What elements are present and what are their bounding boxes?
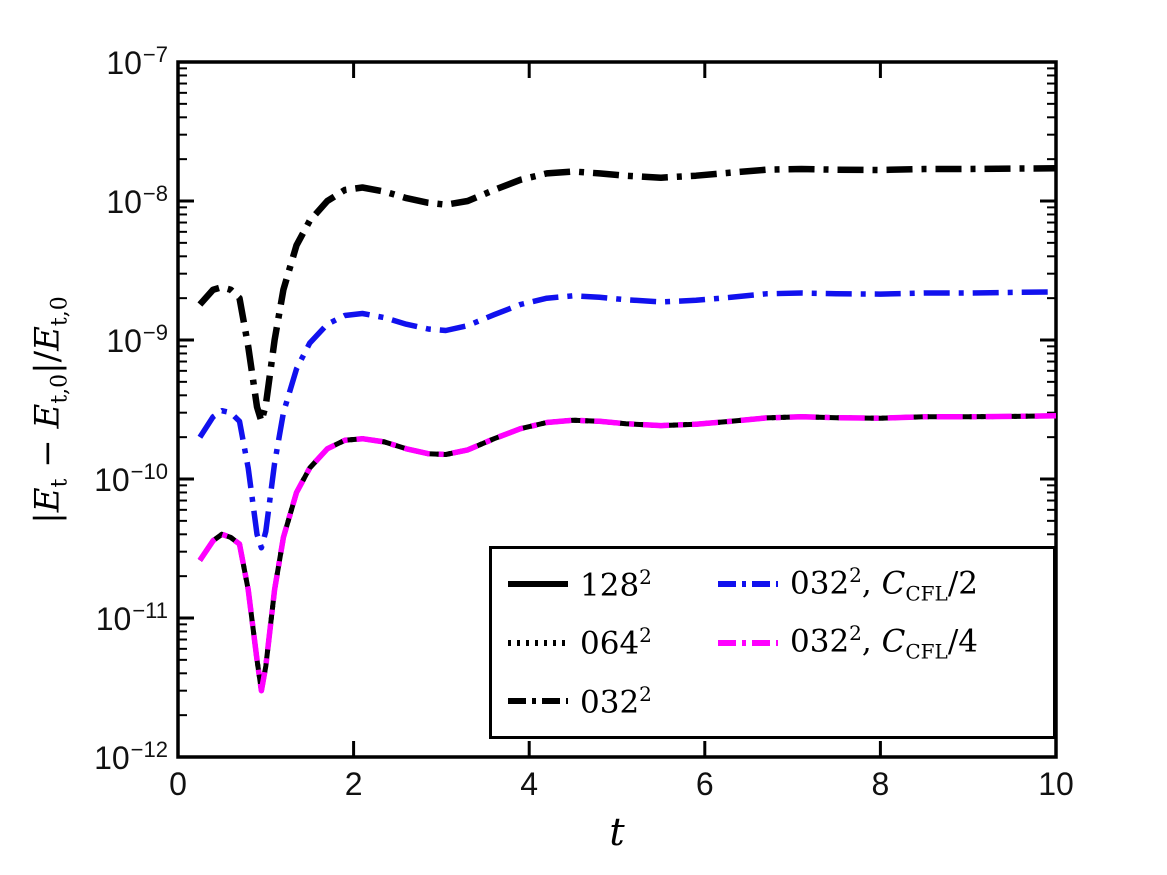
y-tick-label: 10−7 xyxy=(106,42,168,81)
legend-item: 1282 xyxy=(506,557,714,611)
legend-item-label: 0322 xyxy=(580,681,652,721)
x-tick-label: 10 xyxy=(1038,766,1074,802)
legend-item: 0642 xyxy=(506,616,714,670)
legend-item: 0322 xyxy=(506,674,714,728)
x-tick-label: 2 xyxy=(344,766,363,802)
series-line-032sq xyxy=(197,165,1057,425)
legend-column: 0322, CCFL/2 0322, CCFL/4 xyxy=(716,557,1047,728)
y-tick-label: 10−10 xyxy=(94,459,168,498)
legend-item-label: 0642 xyxy=(580,623,652,662)
y-tick-label: 10−9 xyxy=(106,320,168,359)
y-axis-label: |Et − Et,0|/Et,0 xyxy=(27,296,73,524)
x-tick-label: 8 xyxy=(871,766,890,802)
series-line-032sq-cfl2 xyxy=(197,289,1057,551)
legend-item-label: 0322, CCFL/4 xyxy=(790,621,978,664)
x-tick-label: 0 xyxy=(169,766,187,802)
legend-sample-line xyxy=(718,639,778,646)
legend-item-label: 0322, CCFL/2 xyxy=(790,562,978,606)
y-tick-label: 10−8 xyxy=(106,181,168,220)
legend-item: 0322, CCFL/2 xyxy=(716,557,1047,611)
legend-column: 1282 0642 0322 xyxy=(506,557,714,728)
legend-spacer xyxy=(716,674,1047,728)
series-line-032sq-cfl4 xyxy=(197,413,1057,694)
legend-sample-line xyxy=(718,581,778,587)
x-tick-label: 6 xyxy=(695,766,714,802)
y-tick-label: 10−12 xyxy=(94,737,168,776)
legend-item-label: 1282 xyxy=(580,564,652,604)
x-axis-label: t xyxy=(609,810,625,854)
legend-item: 0322, CCFL/4 xyxy=(716,616,1047,670)
y-tick-label: 10−11 xyxy=(95,598,168,637)
legend-sample-line xyxy=(508,581,568,587)
legend: 1282 0642 0322 0322, CCFL/2 0322, CCFL/4 xyxy=(489,546,1056,739)
legend-sample-line xyxy=(508,639,568,646)
legend-sample-line xyxy=(508,698,568,704)
axes-frame xyxy=(176,60,1058,759)
x-tick-label: 4 xyxy=(520,766,539,802)
